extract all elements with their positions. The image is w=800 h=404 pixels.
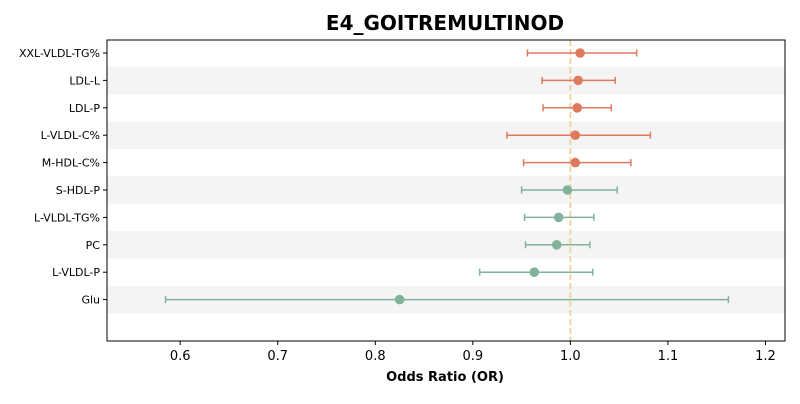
y-tick-label: S-HDL-P <box>56 184 101 197</box>
x-tick-label: 0.8 <box>365 349 386 364</box>
x-tick-label: 1.1 <box>658 349 679 364</box>
row-m-hdl-c- <box>522 157 632 168</box>
row-xxl-vldl-tg- <box>526 48 638 58</box>
y-tick-label: LDL-P <box>69 102 101 115</box>
y-tick-label: XXL-VLDL-TG% <box>19 47 100 60</box>
row-l-vldl-tg- <box>523 212 595 223</box>
x-tick-label: 0.7 <box>267 349 288 364</box>
x-axis-label: Odds Ratio (OR) <box>386 370 504 385</box>
or-point <box>575 48 585 58</box>
row-ldl-p <box>542 103 613 113</box>
x-tick-label: 0.9 <box>462 349 483 364</box>
plot-frame <box>106 39 786 342</box>
chart-title: E4_GOITREMULTINOD <box>326 11 564 35</box>
axes: XXL-VLDL-TG% LDL-L LDL-P L-VLDL-C% M-HDL-C% S… <box>19 39 786 364</box>
row-s-hdl-p <box>520 185 618 195</box>
or-point <box>551 240 562 250</box>
x-tick-label: 1.0 <box>560 349 581 364</box>
data-marks <box>164 48 730 305</box>
row-band <box>107 121 785 149</box>
x-tick-label: 1.2 <box>755 349 776 364</box>
row-pc <box>524 240 591 250</box>
row-band <box>107 66 785 95</box>
row-band <box>107 176 785 204</box>
or-point <box>394 294 405 305</box>
y-tick-label: PC <box>86 239 101 252</box>
row-ldl-l <box>541 75 617 86</box>
row-l-vldl-c- <box>506 130 652 140</box>
y-tick-label: L-VLDL-P <box>52 266 100 279</box>
y-tick-label: L-VLDL-TG% <box>34 211 100 224</box>
y-tick-label: L-VLDL-C% <box>41 129 100 142</box>
or-point <box>562 185 573 195</box>
or-point <box>529 267 540 278</box>
or-point <box>572 103 583 113</box>
row-band <box>107 231 785 259</box>
or-point <box>553 212 564 223</box>
row-glu <box>164 294 730 305</box>
y-tick-label: LDL-L <box>69 74 101 87</box>
x-tick-label: 0.6 <box>170 349 191 364</box>
row-bands <box>107 66 785 314</box>
y-tick-label: M-HDL-C% <box>42 157 100 170</box>
y-tick-label: Glu <box>81 294 100 307</box>
or-point <box>570 157 581 168</box>
or-point <box>573 75 583 86</box>
row-l-vldl-p <box>478 267 594 278</box>
or-point <box>570 130 581 140</box>
